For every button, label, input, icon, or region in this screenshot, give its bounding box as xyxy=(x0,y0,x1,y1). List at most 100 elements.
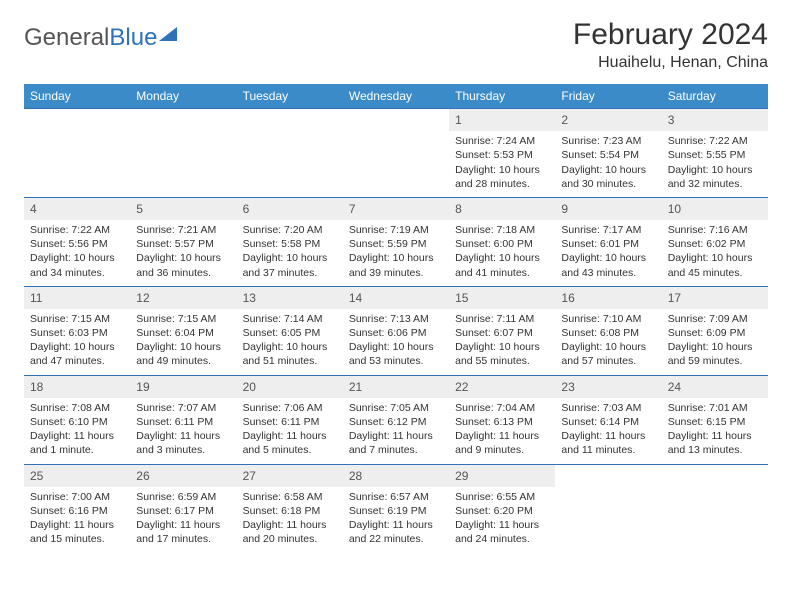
day-number: 17 xyxy=(662,287,768,309)
sunset-text: Sunset: 6:08 PM xyxy=(561,326,655,340)
daylight-text: Daylight: 11 hours and 20 minutes. xyxy=(243,518,337,546)
sunrise-text: Sunrise: 6:57 AM xyxy=(349,490,443,504)
sunrise-text: Sunrise: 7:00 AM xyxy=(30,490,124,504)
daylight-text: Daylight: 10 hours and 59 minutes. xyxy=(668,340,762,368)
day-number: 28 xyxy=(343,465,449,487)
week-row: 18Sunrise: 7:08 AMSunset: 6:10 PMDayligh… xyxy=(24,375,768,464)
day-number: 6 xyxy=(237,198,343,220)
sunrise-text: Sunrise: 7:17 AM xyxy=(561,223,655,237)
sunrise-text: Sunrise: 7:23 AM xyxy=(561,134,655,148)
day-body: Sunrise: 7:24 AMSunset: 5:53 PMDaylight:… xyxy=(449,131,555,197)
day-number: 5 xyxy=(130,198,236,220)
sunset-text: Sunset: 6:20 PM xyxy=(455,504,549,518)
sunrise-text: Sunrise: 7:19 AM xyxy=(349,223,443,237)
day-cell: 15Sunrise: 7:11 AMSunset: 6:07 PMDayligh… xyxy=(449,286,555,375)
day-cell: 3Sunrise: 7:22 AMSunset: 5:55 PMDaylight… xyxy=(662,109,768,198)
daylight-text: Daylight: 10 hours and 57 minutes. xyxy=(561,340,655,368)
sunrise-text: Sunrise: 7:21 AM xyxy=(136,223,230,237)
daylight-text: Daylight: 10 hours and 37 minutes. xyxy=(243,251,337,279)
day-cell: 21Sunrise: 7:05 AMSunset: 6:12 PMDayligh… xyxy=(343,375,449,464)
day-body: Sunrise: 7:05 AMSunset: 6:12 PMDaylight:… xyxy=(343,398,449,464)
day-number: 18 xyxy=(24,376,130,398)
day-cell: 23Sunrise: 7:03 AMSunset: 6:14 PMDayligh… xyxy=(555,375,661,464)
day-number: 19 xyxy=(130,376,236,398)
day-cell: 25Sunrise: 7:00 AMSunset: 6:16 PMDayligh… xyxy=(24,464,130,552)
day-cell: 26Sunrise: 6:59 AMSunset: 6:17 PMDayligh… xyxy=(130,464,236,552)
sunset-text: Sunset: 6:19 PM xyxy=(349,504,443,518)
sunrise-text: Sunrise: 6:59 AM xyxy=(136,490,230,504)
day-number: 9 xyxy=(555,198,661,220)
daylight-text: Daylight: 11 hours and 1 minute. xyxy=(30,429,124,457)
sunrise-text: Sunrise: 7:24 AM xyxy=(455,134,549,148)
day-cell: 13Sunrise: 7:14 AMSunset: 6:05 PMDayligh… xyxy=(237,286,343,375)
day-cell: 12Sunrise: 7:15 AMSunset: 6:04 PMDayligh… xyxy=(130,286,236,375)
daylight-text: Daylight: 10 hours and 32 minutes. xyxy=(668,163,762,191)
sunset-text: Sunset: 6:00 PM xyxy=(455,237,549,251)
day-number: 29 xyxy=(449,465,555,487)
day-header: Tuesday xyxy=(237,84,343,109)
sunrise-text: Sunrise: 7:20 AM xyxy=(243,223,337,237)
day-body: Sunrise: 7:04 AMSunset: 6:13 PMDaylight:… xyxy=(449,398,555,464)
sunset-text: Sunset: 6:02 PM xyxy=(668,237,762,251)
day-body: Sunrise: 7:06 AMSunset: 6:11 PMDaylight:… xyxy=(237,398,343,464)
day-cell: 7Sunrise: 7:19 AMSunset: 5:59 PMDaylight… xyxy=(343,197,449,286)
day-body: Sunrise: 7:21 AMSunset: 5:57 PMDaylight:… xyxy=(130,220,236,286)
sunrise-text: Sunrise: 7:07 AM xyxy=(136,401,230,415)
calendar-table: Sunday Monday Tuesday Wednesday Thursday… xyxy=(24,84,768,552)
day-cell: 18Sunrise: 7:08 AMSunset: 6:10 PMDayligh… xyxy=(24,375,130,464)
sunset-text: Sunset: 5:55 PM xyxy=(668,148,762,162)
sunrise-text: Sunrise: 6:58 AM xyxy=(243,490,337,504)
sunset-text: Sunset: 6:18 PM xyxy=(243,504,337,518)
day-cell: 2Sunrise: 7:23 AMSunset: 5:54 PMDaylight… xyxy=(555,109,661,198)
sunset-text: Sunset: 6:15 PM xyxy=(668,415,762,429)
day-number: 12 xyxy=(130,287,236,309)
daylight-text: Daylight: 11 hours and 15 minutes. xyxy=(30,518,124,546)
day-number: 22 xyxy=(449,376,555,398)
day-number: 4 xyxy=(24,198,130,220)
day-cell: . xyxy=(662,464,768,552)
daylight-text: Daylight: 11 hours and 17 minutes. xyxy=(136,518,230,546)
sunset-text: Sunset: 6:13 PM xyxy=(455,415,549,429)
daylight-text: Daylight: 10 hours and 39 minutes. xyxy=(349,251,443,279)
day-header: Sunday xyxy=(24,84,130,109)
sunrise-text: Sunrise: 7:16 AM xyxy=(668,223,762,237)
daylight-text: Daylight: 11 hours and 5 minutes. xyxy=(243,429,337,457)
day-number: 23 xyxy=(555,376,661,398)
daylight-text: Daylight: 10 hours and 41 minutes. xyxy=(455,251,549,279)
day-cell: 6Sunrise: 7:20 AMSunset: 5:58 PMDaylight… xyxy=(237,197,343,286)
day-number: 15 xyxy=(449,287,555,309)
day-body: Sunrise: 7:15 AMSunset: 6:03 PMDaylight:… xyxy=(24,309,130,375)
daylight-text: Daylight: 11 hours and 11 minutes. xyxy=(561,429,655,457)
day-cell: 9Sunrise: 7:17 AMSunset: 6:01 PMDaylight… xyxy=(555,197,661,286)
day-body: Sunrise: 7:15 AMSunset: 6:04 PMDaylight:… xyxy=(130,309,236,375)
sunrise-text: Sunrise: 7:01 AM xyxy=(668,401,762,415)
day-cell: 10Sunrise: 7:16 AMSunset: 6:02 PMDayligh… xyxy=(662,197,768,286)
day-header: Thursday xyxy=(449,84,555,109)
sunrise-text: Sunrise: 7:15 AM xyxy=(30,312,124,326)
day-header-row: Sunday Monday Tuesday Wednesday Thursday… xyxy=(24,84,768,109)
daylight-text: Daylight: 11 hours and 3 minutes. xyxy=(136,429,230,457)
day-body: Sunrise: 7:14 AMSunset: 6:05 PMDaylight:… xyxy=(237,309,343,375)
sunrise-text: Sunrise: 7:04 AM xyxy=(455,401,549,415)
day-cell: 17Sunrise: 7:09 AMSunset: 6:09 PMDayligh… xyxy=(662,286,768,375)
day-body: Sunrise: 7:10 AMSunset: 6:08 PMDaylight:… xyxy=(555,309,661,375)
daylight-text: Daylight: 10 hours and 55 minutes. xyxy=(455,340,549,368)
day-body: Sunrise: 7:03 AMSunset: 6:14 PMDaylight:… xyxy=(555,398,661,464)
sunrise-text: Sunrise: 7:13 AM xyxy=(349,312,443,326)
day-cell: 16Sunrise: 7:10 AMSunset: 6:08 PMDayligh… xyxy=(555,286,661,375)
day-cell: 5Sunrise: 7:21 AMSunset: 5:57 PMDaylight… xyxy=(130,197,236,286)
day-cell: 28Sunrise: 6:57 AMSunset: 6:19 PMDayligh… xyxy=(343,464,449,552)
logo: GeneralBlue xyxy=(24,18,177,52)
daylight-text: Daylight: 11 hours and 24 minutes. xyxy=(455,518,549,546)
day-number: 25 xyxy=(24,465,130,487)
day-body: Sunrise: 7:00 AMSunset: 6:16 PMDaylight:… xyxy=(24,487,130,553)
week-row: 11Sunrise: 7:15 AMSunset: 6:03 PMDayligh… xyxy=(24,286,768,375)
day-body: Sunrise: 7:08 AMSunset: 6:10 PMDaylight:… xyxy=(24,398,130,464)
sunset-text: Sunset: 5:59 PM xyxy=(349,237,443,251)
day-number: 13 xyxy=(237,287,343,309)
sunrise-text: Sunrise: 7:18 AM xyxy=(455,223,549,237)
day-number: 20 xyxy=(237,376,343,398)
day-header: Friday xyxy=(555,84,661,109)
logo-word1: General xyxy=(24,24,109,51)
sunset-text: Sunset: 6:09 PM xyxy=(668,326,762,340)
